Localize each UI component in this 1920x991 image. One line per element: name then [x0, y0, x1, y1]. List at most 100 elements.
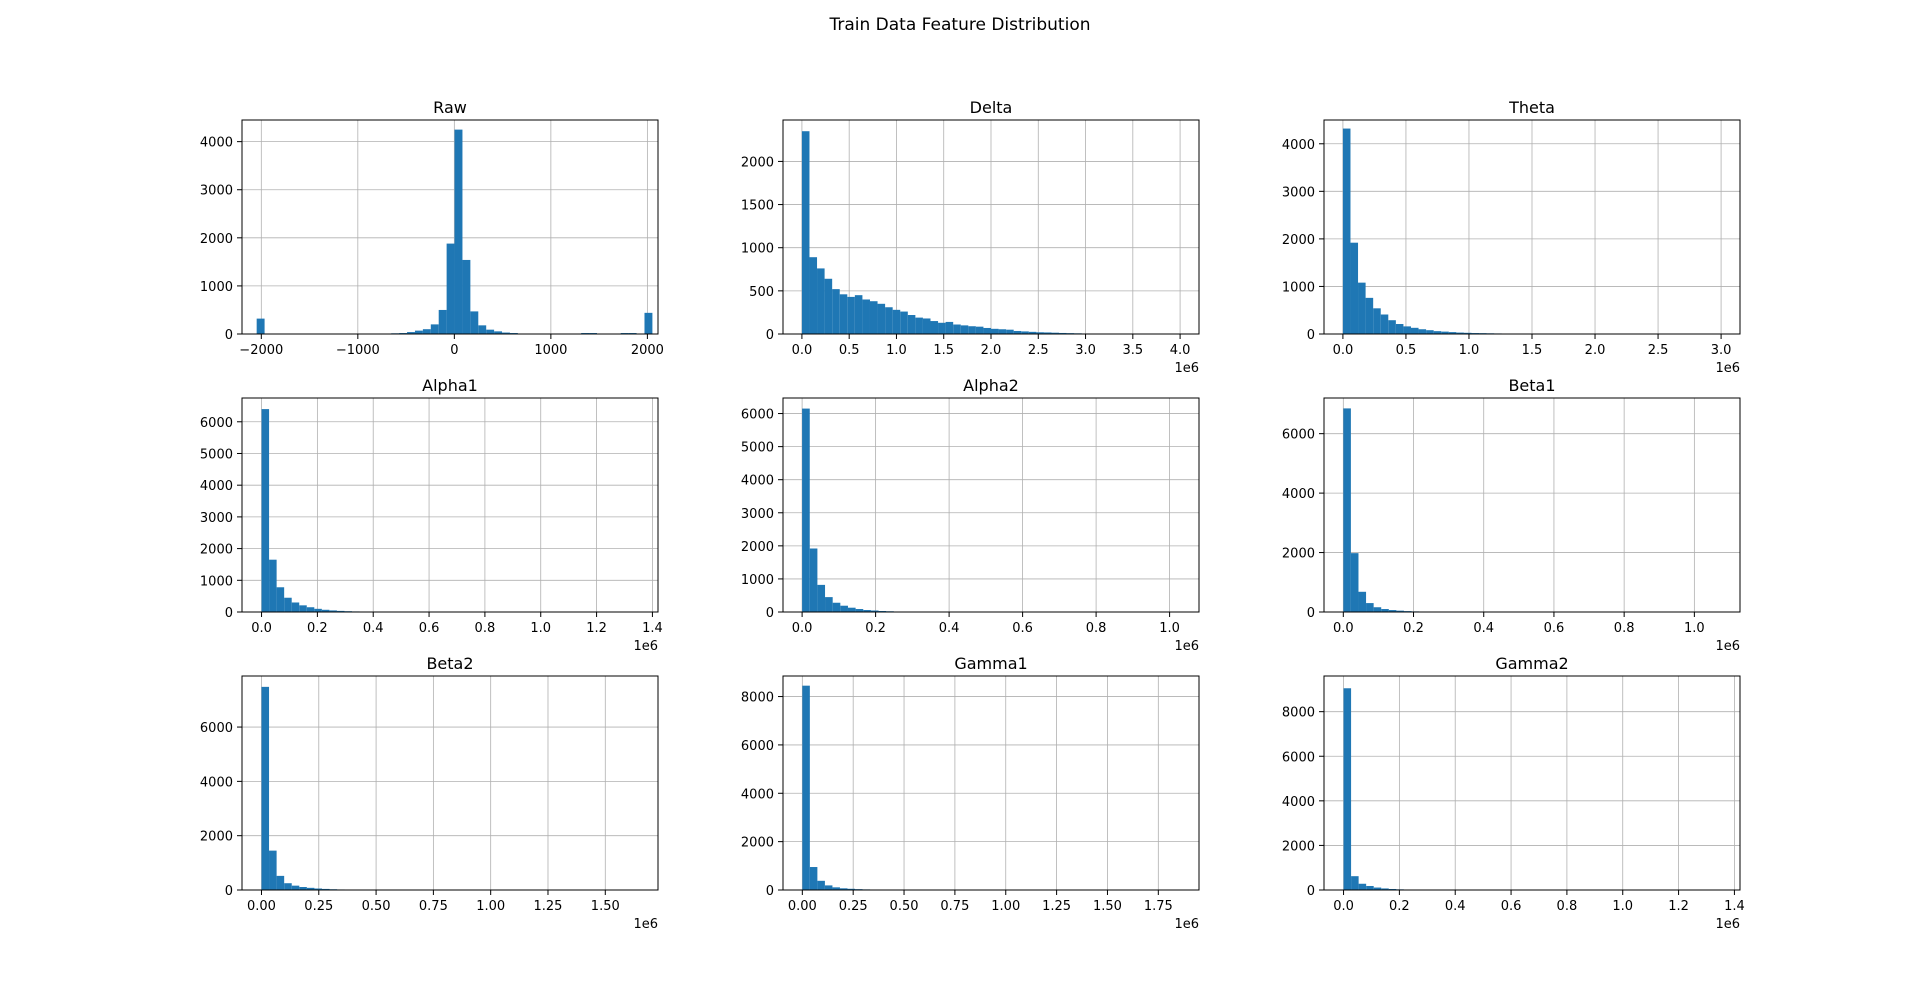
histogram-bar — [839, 888, 848, 890]
figure-title: Train Data Feature Distribution — [829, 15, 1091, 35]
y-tick-label: 1500 — [741, 199, 774, 214]
y-tick-label: 0 — [766, 884, 774, 899]
x-offset-label: 1e6 — [633, 639, 658, 654]
x-tick-label: −1000 — [336, 343, 380, 358]
histogram-bar — [998, 329, 1007, 334]
histogram-bar — [306, 607, 315, 612]
y-tick-label: 0 — [225, 606, 233, 621]
x-tick-label: 4.0 — [1170, 343, 1191, 358]
x-tick-label: 1.2 — [586, 621, 607, 636]
y-tick-label: 2000 — [741, 155, 774, 170]
histogram-bar — [1456, 332, 1464, 334]
histogram-bar — [809, 548, 818, 612]
x-tick-label: 0.8 — [1086, 621, 1107, 636]
histogram-bar — [817, 268, 825, 334]
histogram-bar — [269, 850, 277, 890]
x-tick-label: 0.5 — [839, 343, 860, 358]
x-tick-label: 0.6 — [1501, 899, 1522, 914]
histogram-bar — [1373, 308, 1381, 334]
x-tick-label: 2.5 — [1028, 343, 1049, 358]
x-tick-label: 1.50 — [591, 899, 620, 914]
y-tick-label: 6000 — [741, 408, 774, 423]
histogram-bar — [1358, 282, 1366, 334]
axes-frame — [782, 675, 1200, 891]
y-tick-label: 1000 — [1282, 280, 1315, 295]
histogram-bar — [968, 326, 976, 334]
x-tick-label: 1.50 — [1093, 899, 1122, 914]
histogram-bar — [817, 880, 825, 890]
histogram-bar — [953, 324, 961, 334]
axes-frame — [1323, 397, 1741, 613]
y-tick-label: 2000 — [1282, 839, 1315, 854]
histogram-bar — [847, 607, 856, 612]
x-tick-label: 3.0 — [1711, 343, 1732, 358]
y-tick-label: 8000 — [741, 691, 774, 706]
histogram-bar — [809, 257, 818, 334]
histogram-bar — [892, 309, 901, 334]
histogram-bar — [907, 315, 916, 334]
histogram-bar — [1395, 324, 1404, 334]
x-offset-label: 1e6 — [1174, 361, 1199, 376]
histogram-bar — [1365, 297, 1374, 334]
histogram-bar — [817, 584, 826, 612]
subplot-alpha2: 0.0 0.2 0.4 0.6 0.8 1.0 0 1000 2000 3000 4000 5000 6… — [741, 376, 1200, 654]
x-tick-label: 0.4 — [363, 621, 384, 636]
histogram-bar — [1381, 609, 1389, 612]
x-tick-label: 0.8 — [1614, 621, 1635, 636]
histogram-bar — [885, 307, 893, 334]
histogram-bar — [938, 322, 946, 334]
histogram-bar — [825, 597, 833, 612]
histogram-bar — [1448, 332, 1457, 334]
histogram-bar — [1351, 876, 1359, 890]
x-tick-label: 0.6 — [419, 621, 440, 636]
histogram-bar — [284, 597, 292, 612]
y-tick-label: 0 — [766, 328, 774, 343]
x-tick-label: 0.00 — [247, 899, 276, 914]
subplot-gamma2: 0.0 0.2 0.4 0.6 0.8 1.0 1.2 1.4 0 2000 4000 6000 800… — [1282, 654, 1745, 932]
histogram-bar — [832, 602, 841, 612]
y-tick-label: 5000 — [200, 447, 233, 462]
histogram-bar — [1381, 888, 1389, 890]
histogram-bar — [446, 243, 455, 334]
y-tick-label: 3000 — [741, 507, 774, 522]
axes-frame — [1323, 675, 1741, 891]
histogram-bar — [854, 295, 863, 334]
x-tick-label: 0.2 — [865, 621, 886, 636]
x-tick-label: 2.0 — [981, 343, 1002, 358]
x-tick-label: 1.0 — [1159, 621, 1180, 636]
histogram-bar — [470, 311, 479, 334]
y-tick-label: 6000 — [200, 721, 233, 736]
subplot-delta: 0.0 0.5 1.0 1.5 2.0 2.5 3.0 3.5 4.0 0 500 1000 1500 2… — [741, 98, 1200, 376]
histogram-bar — [832, 289, 840, 334]
x-tick-label: 0.0 — [792, 621, 813, 636]
histogram-bar — [1358, 883, 1367, 890]
y-tick-label: 1000 — [200, 574, 233, 589]
x-tick-label: 2.5 — [1648, 343, 1669, 358]
histogram-bar — [299, 887, 307, 890]
histogram-bar — [1373, 607, 1382, 612]
y-tick-label: 6000 — [1282, 428, 1315, 443]
histogram-bar — [1433, 331, 1442, 334]
histogram-bar — [1463, 332, 1472, 334]
x-tick-label: 0.2 — [307, 621, 328, 636]
x-offset-label: 1e6 — [1715, 917, 1740, 932]
x-offset-label: 1e6 — [1715, 639, 1740, 654]
y-tick-label: 1000 — [741, 242, 774, 257]
histogram-bar — [494, 331, 503, 334]
x-tick-label: 0.0 — [1333, 343, 1354, 358]
histogram-bar — [336, 610, 345, 612]
x-tick-label: 0 — [450, 343, 458, 358]
x-tick-label: 1.5 — [933, 343, 954, 358]
histogram-bar — [314, 608, 322, 612]
histogram-bar — [877, 303, 886, 334]
subplot-title: Delta — [970, 98, 1013, 117]
histogram-bar — [915, 317, 923, 334]
y-tick-label: 6000 — [200, 416, 233, 431]
histogram-bar — [870, 610, 879, 612]
y-tick-label: 8000 — [1282, 706, 1315, 721]
subplot-beta2: 0.00 0.25 0.50 0.75 1.00 1.25 1.50 0 2000 4000 600… — [200, 654, 659, 932]
subplot-title: Alpha2 — [963, 376, 1019, 395]
y-tick-label: 4000 — [741, 474, 774, 489]
histogram-bar — [291, 602, 300, 612]
histogram-bar — [1028, 331, 1037, 334]
